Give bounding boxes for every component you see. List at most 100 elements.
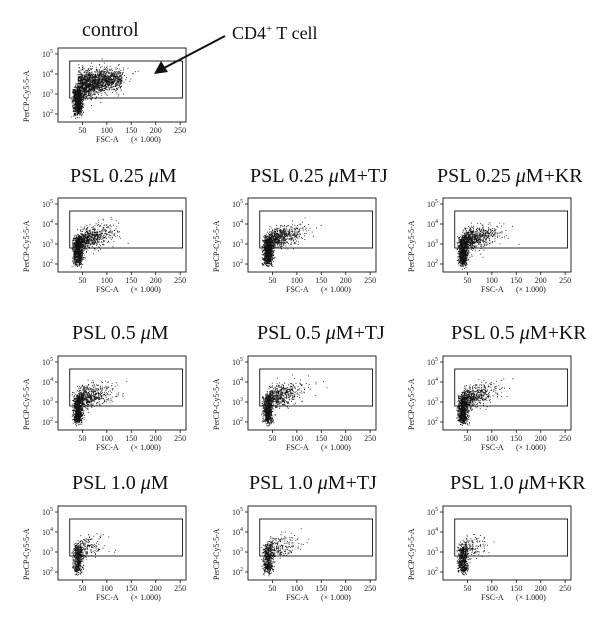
x-tick-label: 50 bbox=[78, 434, 86, 443]
plot-frame bbox=[57, 505, 187, 581]
y-tick-label: 105 bbox=[427, 357, 438, 367]
y-tick-label: 102 bbox=[427, 417, 438, 427]
scatter-points bbox=[456, 222, 520, 270]
scatter-svg: 50 100 150 200 250 102 103 104 105 bbox=[232, 355, 377, 443]
y-axis-label: PerCP-Cy5-5-A bbox=[407, 528, 416, 580]
panel-title: PSL 0.25 μM+TJ bbox=[250, 165, 388, 187]
scatter-svg: 50 100 150 200 250 102 103 104 105 bbox=[427, 505, 572, 593]
x-tick-label: 200 bbox=[340, 276, 352, 285]
x-axis-label: FSC-A bbox=[286, 285, 309, 294]
x-tick-label: 250 bbox=[559, 434, 571, 443]
x-axis-label: FSC-A bbox=[481, 593, 504, 602]
scatter-svg: 50 100 150 200 250 102 103 104 105 bbox=[42, 355, 187, 443]
x-tick-label: 200 bbox=[150, 584, 162, 593]
y-tick-label: 104 bbox=[42, 377, 53, 387]
x-tick-label: 150 bbox=[510, 276, 522, 285]
y-tick-label: 104 bbox=[42, 527, 53, 537]
scatter-panel: 50 100 150 200 250 102 103 104 105 PerCP-Cy5-5-A F… bbox=[405, 352, 575, 456]
gate-rectangle bbox=[69, 518, 184, 557]
x-tick-label: 150 bbox=[125, 434, 137, 443]
plot-frame bbox=[442, 197, 572, 273]
x-tick-label: 200 bbox=[535, 434, 547, 443]
x-axis-unit: (× 1.000) bbox=[131, 135, 161, 144]
x-tick-label: 150 bbox=[510, 584, 522, 593]
x-axis-label: FSC-A bbox=[481, 443, 504, 452]
scatter-points bbox=[261, 528, 310, 577]
y-tick-label: 102 bbox=[427, 259, 438, 269]
x-tick-label: 50 bbox=[463, 584, 471, 593]
panel-title: PSL 0.25 μM bbox=[70, 165, 177, 187]
y-axis-label: PerCP-Cy5-5-A bbox=[212, 528, 221, 580]
scatter-points bbox=[456, 533, 495, 576]
y-tick-label: 102 bbox=[42, 417, 53, 427]
gate-rectangle bbox=[69, 60, 184, 99]
y-tick-label: 105 bbox=[232, 357, 243, 367]
x-tick-label: 100 bbox=[291, 276, 303, 285]
y-axis-label: PerCP-Cy5-5-A bbox=[22, 378, 31, 430]
y-tick-label: 103 bbox=[232, 547, 243, 557]
y-tick-label: 102 bbox=[232, 259, 243, 269]
y-tick-label: 105 bbox=[42, 357, 53, 367]
x-tick-label: 250 bbox=[364, 276, 376, 285]
scatter-points bbox=[71, 379, 128, 427]
y-tick-label: 102 bbox=[232, 417, 243, 427]
x-axis-label: FSC-A bbox=[96, 443, 119, 452]
x-tick-label: 250 bbox=[364, 434, 376, 443]
x-tick-label: 50 bbox=[78, 126, 86, 135]
scatter-svg: 50 100 150 200 250 102 103 104 105 bbox=[42, 505, 187, 593]
y-tick-label: 103 bbox=[42, 397, 53, 407]
x-tick-label: 200 bbox=[535, 276, 547, 285]
y-tick-label: 103 bbox=[427, 397, 438, 407]
scatter-points bbox=[71, 58, 139, 119]
x-tick-label: 50 bbox=[268, 434, 276, 443]
y-tick-label: 104 bbox=[232, 377, 243, 387]
x-axis-label: FSC-A bbox=[96, 135, 119, 144]
y-tick-label: 105 bbox=[232, 199, 243, 209]
x-tick-label: 100 bbox=[291, 434, 303, 443]
x-tick-label: 50 bbox=[268, 584, 276, 593]
gate-rectangle bbox=[259, 368, 374, 407]
x-tick-label: 50 bbox=[463, 276, 471, 285]
x-axis-label: FSC-A bbox=[286, 593, 309, 602]
y-tick-label: 105 bbox=[427, 507, 438, 517]
scatter-svg: 50 100 150 200 250 102 103 104 105 bbox=[232, 197, 377, 285]
plot-frame bbox=[247, 197, 377, 273]
scatter-points bbox=[261, 374, 328, 427]
y-axis-label: PerCP-Cy5-5-A bbox=[22, 220, 31, 272]
plot-frame bbox=[57, 47, 187, 123]
y-tick-label: 102 bbox=[232, 567, 243, 577]
x-tick-label: 100 bbox=[486, 584, 498, 593]
x-tick-label: 150 bbox=[315, 434, 327, 443]
x-tick-label: 200 bbox=[150, 434, 162, 443]
scatter-svg: 50 100 150 200 250 102 103 104 105 bbox=[42, 197, 187, 285]
x-axis-unit: (× 1.000) bbox=[321, 285, 351, 294]
y-tick-label: 104 bbox=[232, 219, 243, 229]
x-tick-label: 150 bbox=[315, 584, 327, 593]
y-tick-label: 104 bbox=[427, 377, 438, 387]
x-axis-label: FSC-A bbox=[96, 285, 119, 294]
panel-title: PSL 1.0 μM bbox=[72, 472, 169, 494]
x-tick-label: 50 bbox=[78, 276, 86, 285]
scatter-panel: 50 100 150 200 250 102 103 104 105 PerCP-Cy5-5-A F… bbox=[20, 194, 190, 298]
y-tick-label: 103 bbox=[232, 239, 243, 249]
x-tick-label: 150 bbox=[125, 276, 137, 285]
panel-title: control bbox=[82, 19, 139, 41]
gate-rectangle bbox=[259, 518, 374, 557]
x-tick-label: 200 bbox=[340, 584, 352, 593]
scatter-panel: 50 100 150 200 250 102 103 104 105 PerCP-Cy5-5-A F… bbox=[210, 352, 380, 456]
gate-rectangle bbox=[69, 210, 184, 249]
x-tick-label: 200 bbox=[150, 276, 162, 285]
scatter-panel: 50 100 150 200 250 102 103 104 105 PerCP-Cy5-5-A F… bbox=[210, 194, 380, 298]
gate-rectangle bbox=[69, 368, 184, 407]
plot-frame bbox=[57, 197, 187, 273]
panel-title: PSL 1.0 μM+TJ bbox=[249, 472, 377, 494]
y-tick-label: 102 bbox=[42, 567, 53, 577]
x-axis-unit: (× 1.000) bbox=[516, 443, 546, 452]
scatter-panel: 50 100 150 200 250 102 103 104 105 PerCP-Cy5-5-A F… bbox=[20, 352, 190, 456]
plot-frame bbox=[442, 505, 572, 581]
plot-frame bbox=[442, 355, 572, 431]
x-tick-label: 250 bbox=[174, 126, 186, 135]
plot-frame bbox=[247, 355, 377, 431]
panel-title: PSL 0.5 μM+KR bbox=[451, 322, 587, 344]
